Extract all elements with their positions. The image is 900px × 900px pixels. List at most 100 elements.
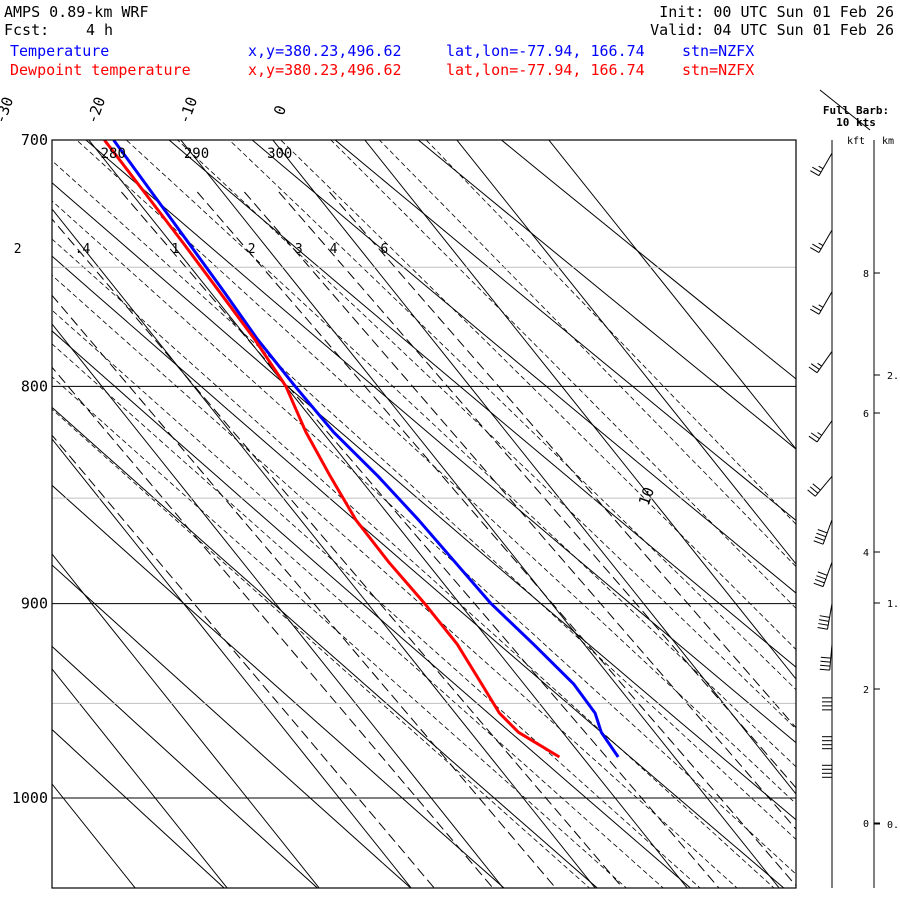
mixing-ratio-line (278, 191, 796, 789)
legend-dewpoint-latlon: lat,lon=-77.94, 166.74 (446, 61, 645, 79)
moist-adiabat-line (52, 309, 701, 888)
kft-tick-label: 4 (863, 548, 869, 559)
mixing-ratio-line (121, 191, 720, 888)
mixing-ratio-label: 1 (171, 242, 179, 257)
moist-adiabat-line (280, 140, 796, 651)
wind-barb (822, 751, 833, 778)
moist-adiabat-line (52, 160, 796, 841)
temperature-line (112, 140, 620, 758)
isotherm-line (548, 140, 796, 450)
legend-temperature-stn: stn=NZFX (682, 42, 755, 60)
wind-barb (810, 152, 833, 177)
legend-temperature-latlon: lat,lon=-77.94, 166.74 (446, 42, 645, 60)
moist-adiabat-line (52, 343, 664, 888)
wind-barb (810, 291, 833, 315)
plot-frame (51, 139, 797, 889)
theta-label: 290 (184, 146, 209, 162)
isotherm-line (272, 140, 796, 795)
model-title: AMPS 0.89-km WRF (4, 3, 149, 21)
moist-adiabat-line (52, 200, 796, 875)
wind-barb (822, 722, 833, 750)
isotherm-line (0, 140, 43, 888)
isotherm-line (456, 140, 796, 565)
mixing-ratio-label: 4 (330, 242, 338, 257)
mixing-ratio-line (244, 191, 796, 830)
mixing-ratio-label: .4 (75, 242, 91, 257)
mixing-ratio-line (329, 191, 796, 729)
barb-legend-sample (819, 89, 871, 131)
wind-barb-panel: Full Barb: 10 kts kft km 8 6 4 2 0 2. 1. 0. (807, 89, 899, 888)
wind-barb (808, 351, 833, 374)
isotherm-line (88, 140, 688, 888)
pressure-tick-label: 1000 (12, 789, 48, 807)
dry-adiabat-line (52, 255, 785, 888)
barb-legend-line2: 10 kts (836, 116, 876, 129)
isotherm-line (364, 140, 796, 680)
km-tick-label: 0. (887, 820, 899, 831)
dry-adiabat-line (52, 728, 225, 888)
mixing-ratio-label: 2 (248, 242, 256, 257)
mixing-ratio-label: 3 (295, 242, 303, 257)
dry-adiabat-line (52, 645, 319, 888)
legend-temperature-xy: x,y=380.23,496.62 (248, 42, 402, 60)
dry-adiabat-line (52, 564, 412, 888)
isotherm-label: -20 (83, 94, 109, 126)
isotherm-label: 0 (270, 103, 290, 118)
pressure-tick-label: 900 (21, 595, 48, 613)
init-time: Init: 00 UTC Sun 01 Feb 26 (659, 3, 894, 21)
barb-legend-line1: Full Barb: (823, 104, 889, 117)
isotherm-line (52, 208, 596, 888)
valid-time: Valid: 04 UTC Sun 01 Feb 26 (650, 21, 894, 39)
wind-barb (808, 420, 833, 443)
pressure-tick-label: 700 (21, 131, 48, 149)
isotherm-label: -30 (0, 94, 17, 126)
mixing-ratio-line (52, 434, 435, 888)
mixing-ratio-line (52, 294, 557, 888)
wind-barb (822, 683, 833, 711)
dry-adiabat-line (500, 140, 796, 380)
wind-barb (813, 519, 833, 545)
kft-unit-label: kft (847, 136, 865, 147)
legend-dewpoint-name: Dewpoint temperature (10, 61, 191, 79)
isotherm-line (52, 553, 320, 888)
wind-barb (819, 644, 833, 671)
legend-dewpoint-xy: x,y=380.23,496.62 (248, 61, 402, 79)
isotherm-line (52, 668, 228, 888)
mixing-ratio-label: 6 (380, 242, 388, 257)
legend-temperature-name: Temperature (10, 42, 110, 60)
isotherm-label: -10 (175, 94, 201, 126)
moist-adiabat-line (52, 274, 738, 888)
mixing-ratio-line (52, 366, 494, 888)
isotherm-label: 10 (635, 485, 658, 508)
dry-adiabat-line (417, 140, 796, 450)
pressure-tick-label: 800 (21, 377, 48, 395)
km-tick-label: 1. (887, 599, 899, 610)
dry-adiabat-line (334, 140, 796, 522)
isotherm-line (52, 438, 412, 888)
moist-adiabat-line (52, 238, 775, 888)
moist-adiabat-line (52, 376, 627, 888)
moist-adiabat-line (378, 140, 796, 568)
dewpoint-line (103, 140, 561, 759)
theta-label: 280 (101, 146, 126, 162)
km-tick-label: 2. (887, 371, 899, 382)
forecast-value: 4 h (86, 21, 114, 39)
theta-label: 300 (267, 146, 292, 162)
dry-adiabat-line (52, 330, 692, 888)
isotherm-line (180, 140, 780, 888)
kft-tick-label: 6 (863, 409, 869, 420)
kft-tick-label: 0 (863, 819, 869, 830)
sounding-series (103, 140, 620, 759)
kft-tick-label: 2 (863, 685, 869, 696)
wind-barb (813, 561, 833, 588)
legend-dewpoint-stn: stn=NZFX (682, 61, 755, 79)
mixing-ratio-label: 2 (14, 242, 22, 257)
wind-barb (817, 603, 833, 630)
km-unit-label: km (882, 136, 894, 147)
